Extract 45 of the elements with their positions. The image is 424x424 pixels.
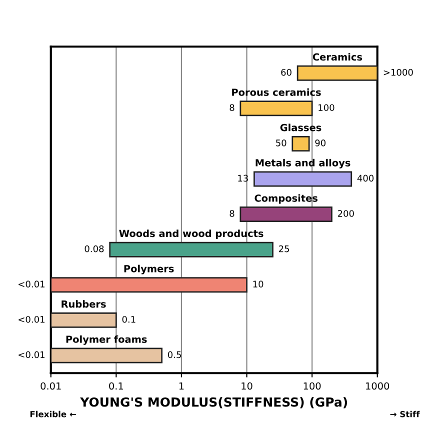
x-tick-label: 10 — [242, 382, 252, 390]
annotation: 400 — [357, 174, 374, 182]
y-tick-label: Metals and alloys — [256, 158, 350, 168]
y-tick-label: Woods and wood products — [119, 230, 264, 239]
annotation: 0.08 — [84, 245, 104, 252]
annotation: <0.01 — [18, 316, 44, 323]
bar — [296, 65, 378, 81]
x-tick-label: 1000 — [366, 382, 390, 390]
y-tick-label: Glasses — [280, 124, 322, 132]
x-tick-label: 1 — [179, 382, 184, 390]
annotation: 8 — [230, 104, 234, 112]
annotation: 0.5 — [168, 351, 181, 358]
bar — [292, 136, 310, 152]
annotation: 50 — [276, 139, 286, 146]
bar — [109, 242, 274, 258]
annotation: 13 — [238, 174, 248, 182]
x-tick-label: 0.01 — [40, 382, 61, 390]
annotation: <0.01 — [18, 280, 44, 288]
bar — [254, 171, 352, 187]
annotation: 25 — [278, 245, 290, 252]
y-tick-label: Polymer foams — [66, 335, 147, 345]
y-tick-label: Ceramics — [312, 53, 362, 61]
y-tick-label: Rubbers — [62, 300, 106, 308]
bar — [50, 277, 248, 293]
annotation: 8 — [230, 210, 234, 217]
y-tick-label: Composites — [254, 194, 318, 204]
x-tick-label: 100 — [304, 382, 321, 390]
bar — [240, 100, 313, 116]
annotation: 200 — [338, 210, 354, 217]
bar — [50, 312, 117, 328]
annotation: >1000 — [384, 68, 413, 76]
y-tick-label: Polymers — [124, 264, 174, 274]
x-axis-title: YOUNG'S MODULUS(STIFFNESS) (GPa) — [80, 397, 348, 408]
x-tick-label: 0.1 — [109, 382, 124, 390]
text: → Stiff — [390, 410, 420, 418]
annotation: 0.1 — [122, 316, 136, 323]
bar — [50, 348, 163, 364]
annotation: 90 — [315, 139, 326, 146]
annotation: <0.01 — [18, 351, 44, 358]
annotation: 10 — [253, 280, 264, 288]
annotation: 60 — [281, 68, 292, 76]
y-tick-label: Porous ceramics — [232, 88, 321, 96]
text: Flexible ← — [30, 410, 76, 418]
annotation: 100 — [318, 104, 334, 112]
bar — [240, 206, 332, 222]
